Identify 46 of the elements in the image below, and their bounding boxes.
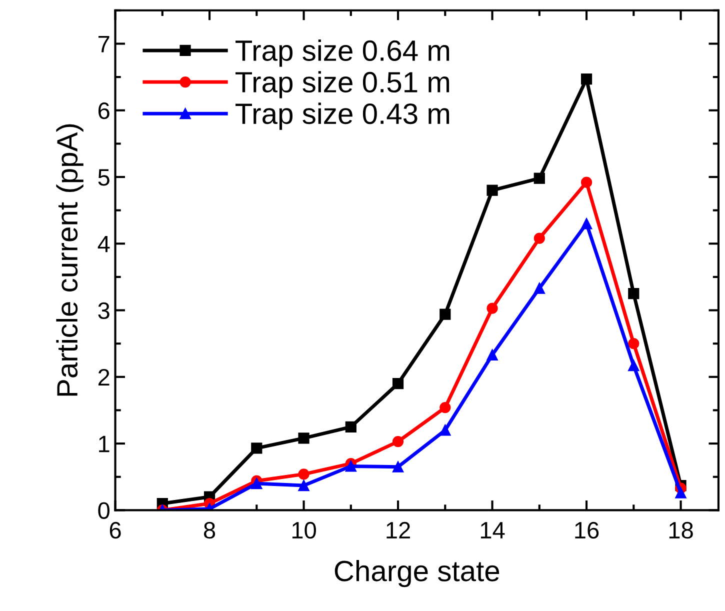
point [580, 176, 592, 188]
point [298, 468, 310, 480]
point [486, 184, 498, 196]
point [298, 432, 310, 444]
point [440, 402, 451, 414]
y-tick-label: 2 [98, 368, 110, 386]
legend-label: Trap size 0.51 m [236, 71, 450, 98]
point [580, 218, 592, 230]
point [486, 349, 498, 360]
point [345, 460, 356, 472]
legend-label: Trap size 0.43 m [236, 102, 450, 130]
y-tick-label: 0 [98, 502, 110, 519]
legend-label: Trap size 0.64 m [236, 40, 450, 67]
y-tick-label: 5 [98, 169, 110, 186]
point [440, 308, 451, 320]
x-axis-title: Charge state [334, 560, 500, 588]
point [534, 172, 545, 184]
y-axis-title: Particle current (ppA) [56, 124, 84, 396]
point [675, 487, 686, 498]
x-tick-label: 12 [386, 522, 410, 538]
point [392, 378, 404, 390]
point [345, 421, 356, 432]
point [440, 424, 451, 436]
point [392, 436, 404, 448]
point [251, 478, 262, 490]
point [298, 480, 310, 492]
point [580, 73, 592, 85]
x-tick-label: 16 [575, 522, 599, 539]
x-tick-label: 6 [110, 522, 121, 539]
x-tick-label: 10 [292, 522, 316, 539]
y-tick-label: 6 [98, 102, 110, 120]
point [628, 288, 640, 300]
point [534, 282, 545, 294]
point [392, 461, 404, 472]
point [251, 442, 262, 454]
x-tick-label: 14 [480, 522, 505, 538]
y-tick-label: 4 [98, 236, 110, 252]
point [486, 302, 498, 314]
point [628, 360, 640, 372]
y-tick-label: 7 [98, 36, 110, 52]
x-tick-label: 18 [669, 522, 693, 539]
point [534, 232, 545, 244]
y-tick-label: 3 [98, 302, 110, 320]
point [628, 338, 640, 350]
x-tick-label: 8 [204, 522, 216, 539]
y-tick-label: 1 [99, 436, 110, 452]
